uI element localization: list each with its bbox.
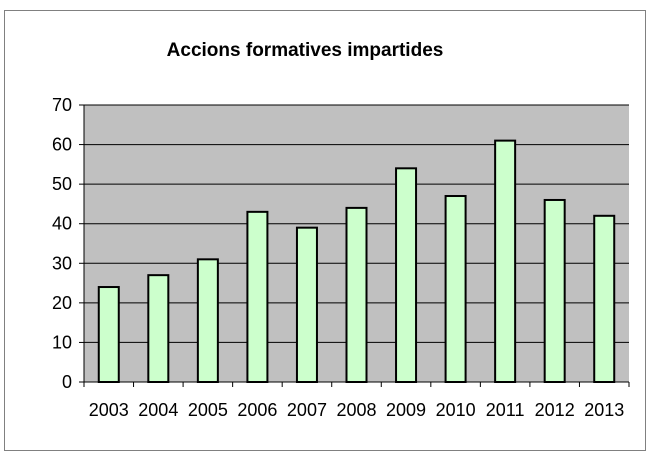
bar-2004	[147, 274, 170, 383]
bar-2010	[444, 195, 467, 383]
bar-2003	[97, 286, 120, 383]
y-tick-label: 20	[52, 293, 72, 313]
bar-2009	[395, 167, 418, 383]
bar-2012	[543, 198, 566, 383]
bar-2005	[196, 258, 219, 384]
x-tick-label: 2010	[436, 400, 476, 420]
x-tick-label: 2004	[138, 400, 178, 420]
y-tick-label: 10	[52, 332, 72, 352]
y-tick-labels: 0 10 20 30 40 50 60 70	[52, 95, 72, 392]
bar-2013	[593, 214, 616, 383]
y-tick-label: 0	[62, 372, 72, 392]
x-tick-label: 2011	[486, 400, 525, 420]
x-tick-labels: 2003 2004 2005 2006 2007 2008 2009 2010 2011 2012…	[89, 400, 625, 420]
bar-2006	[246, 210, 269, 383]
bar-2007	[295, 226, 318, 383]
x-tick-label: 2012	[535, 400, 575, 420]
bar-2011	[494, 139, 517, 383]
x-tick-label: 2003	[89, 400, 129, 420]
x-tick-label: 2008	[336, 400, 376, 420]
y-tick-label: 50	[52, 174, 72, 194]
x-tick-label: 2013	[584, 400, 624, 420]
x-tick-label: 2009	[386, 400, 426, 420]
chart-title: Accions formatives impartides	[167, 40, 444, 61]
bars	[97, 139, 616, 384]
x-tick-label: 2005	[188, 400, 228, 420]
x-tick-label: 2006	[237, 400, 277, 420]
y-tick-label: 70	[52, 95, 72, 115]
axes	[79, 104, 630, 387]
x-tick-label: 2007	[287, 400, 327, 420]
y-tick-label: 30	[52, 253, 72, 273]
bar-2008	[345, 206, 368, 383]
y-tick-label: 60	[52, 135, 72, 155]
y-tick-label: 40	[52, 214, 72, 234]
